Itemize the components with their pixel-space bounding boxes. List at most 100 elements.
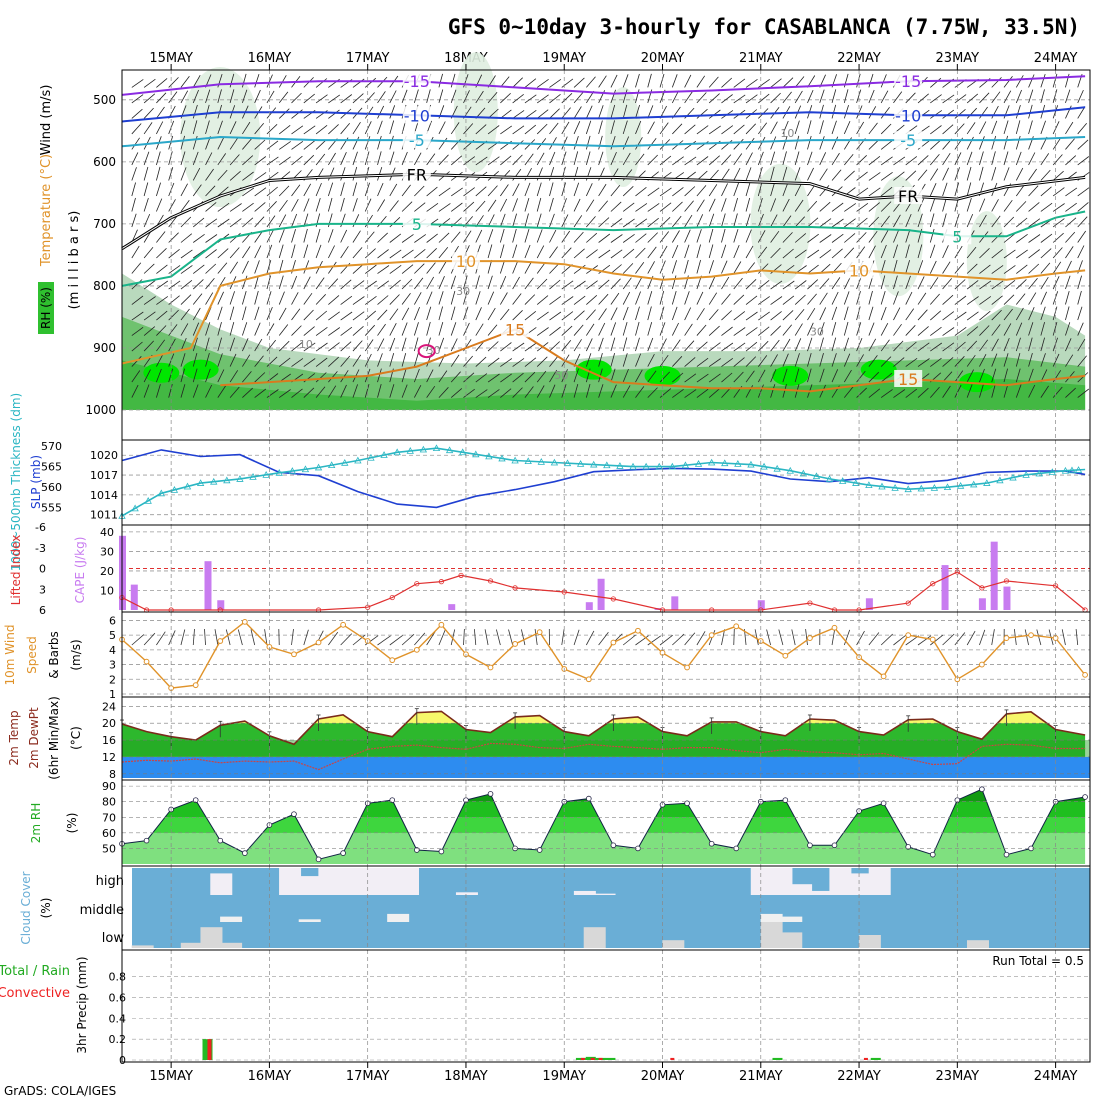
cape-bar	[671, 596, 678, 610]
contour-label: 10	[849, 261, 869, 280]
wind10-barb	[1076, 629, 1078, 645]
date-label-top: 16MAY	[248, 51, 292, 66]
precip-total-bar	[871, 1058, 881, 1060]
cloud-bar-high	[574, 891, 596, 895]
wind-ytick: 3	[109, 659, 116, 672]
rh-ytick: 80	[102, 796, 116, 809]
wind10-barb	[697, 631, 705, 645]
rh-contour-label: 30	[810, 326, 824, 339]
precip-conv-bar	[670, 1058, 674, 1060]
wind10-barb	[967, 631, 975, 645]
wind10-barb	[881, 634, 893, 645]
wind-speed-marker	[537, 630, 542, 635]
wind10-barb	[474, 629, 475, 645]
rh-marker	[242, 851, 247, 856]
cloud-ylabel: (%)	[39, 898, 53, 919]
rh-marker	[488, 792, 493, 797]
date-label-bottom: 21MAY	[739, 1069, 783, 1084]
rh-marker	[144, 838, 149, 843]
cloud-bar-high	[790, 884, 812, 895]
temp-band-mid	[122, 740, 1090, 757]
thickness-ytick: 570	[41, 440, 62, 453]
cloud-bar-middle	[780, 917, 802, 922]
contour-label: -10	[404, 106, 430, 125]
wind10-barb	[562, 629, 564, 645]
rh-marker	[611, 843, 616, 848]
date-label-bottom: 23MAY	[936, 1069, 980, 1084]
wind10-barb	[205, 629, 206, 645]
contour-label: 15	[898, 370, 918, 389]
cape-bar	[448, 604, 455, 610]
cloud-bar-low	[200, 927, 222, 948]
rh-marker	[316, 857, 321, 862]
rh-shade-bright	[772, 366, 808, 386]
rh-marker	[709, 841, 714, 846]
cloud-bar-high	[810, 891, 832, 895]
cloud-bar-middle	[761, 914, 783, 922]
slp-ytick: 1020	[90, 449, 118, 462]
cloud-bar-middle	[387, 914, 409, 922]
credit-label: GrADS: COLA/IGES	[4, 1084, 116, 1098]
wind10-barb	[943, 634, 955, 645]
wind-speed-marker	[586, 677, 591, 682]
wind-speed-marker	[832, 625, 837, 630]
wind-speed-marker	[390, 658, 395, 663]
rh-marker	[979, 787, 984, 792]
rh-marker	[439, 849, 444, 854]
contour-label: FR	[407, 165, 427, 184]
contour-label: -15	[404, 72, 430, 91]
wind10-barb	[832, 629, 835, 645]
wind10-barb	[402, 634, 414, 645]
wind-speed-marker	[709, 633, 714, 638]
cape-label: CAPE (J/kg)	[73, 537, 87, 604]
temp-ytick: 8	[109, 768, 116, 781]
wind-speed-marker	[292, 652, 297, 657]
date-label-bottom: 24MAY	[1034, 1069, 1078, 1084]
cloud-ylabel: Cloud Cover	[19, 871, 33, 944]
wind10-barb	[496, 630, 500, 646]
wind-speed-marker	[242, 619, 247, 624]
rh-shade-bright	[183, 360, 219, 380]
wind10-barb	[869, 633, 879, 646]
rh-shade-bright	[645, 366, 681, 386]
wind10-barb	[779, 630, 783, 646]
date-label-top: 22MAY	[837, 51, 881, 66]
cloud-bar-high	[770, 868, 792, 895]
cloud-bar-high	[849, 873, 871, 895]
temp-ylabel: (6hr Min/Max)	[47, 696, 61, 780]
contour-label: -10	[895, 106, 921, 125]
wind10-barb	[574, 630, 579, 645]
wind-speed-marker	[906, 633, 911, 638]
cloud-bar-low	[181, 943, 203, 948]
wind10-barb	[955, 633, 965, 646]
thickness-ytick: 555	[41, 502, 62, 515]
date-label-bottom: 22MAY	[837, 1069, 881, 1084]
rh-ytick: 70	[102, 811, 116, 824]
date-label-top: 23MAY	[936, 51, 980, 66]
cloud-bar-high	[279, 868, 301, 895]
precip-conv-bar	[591, 1058, 595, 1060]
cape-ytick: 10	[100, 584, 114, 597]
cloud-bar-low	[780, 932, 802, 948]
cloud-bg	[132, 868, 1090, 948]
li-ytick: 0	[39, 563, 46, 576]
cape-bar	[131, 585, 138, 610]
wind10-barb	[685, 633, 695, 645]
rh-ytick: 50	[102, 842, 116, 855]
wind-speed-marker	[685, 665, 690, 670]
upper-air-ytick: 900	[93, 341, 116, 355]
ylabel-rh: RH (%)	[39, 287, 53, 329]
contour-label: -5	[900, 131, 916, 150]
panel-frame-precip	[122, 950, 1090, 1062]
cloud-bar-middle	[299, 919, 321, 922]
cloud-bar-low	[220, 943, 242, 948]
upper-air-ytick: 800	[93, 279, 116, 293]
contour-label: 5	[412, 215, 422, 234]
precip-conv-bar	[207, 1039, 211, 1060]
wind-speed-marker	[783, 653, 788, 658]
wind-speed-marker	[218, 639, 223, 644]
contour-label: 5	[952, 227, 962, 246]
wind10-barb	[132, 635, 144, 646]
wind10-barb	[509, 630, 513, 646]
rh-shade-bright	[576, 360, 612, 380]
